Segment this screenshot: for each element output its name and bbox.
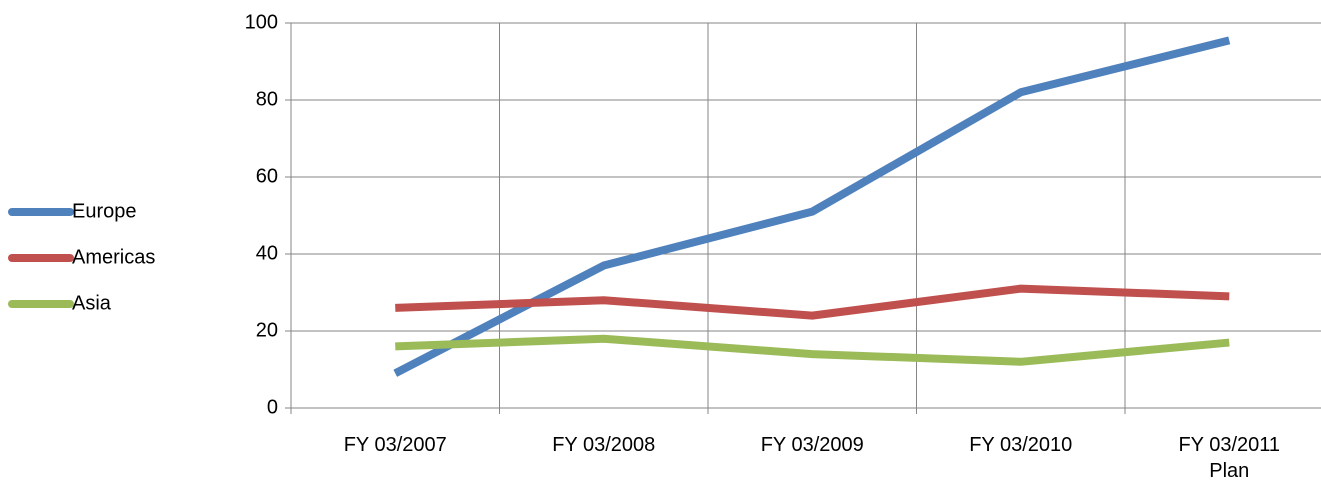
x-tick-label: FY 03/2011 Plan [1178, 434, 1281, 482]
x-tick-label: FY 03/2007 [343, 434, 447, 456]
legend-label: Europe [72, 200, 137, 222]
y-tick-label: 0 [267, 396, 278, 418]
y-tick-label: 40 [256, 242, 278, 264]
legend-label: Asia [72, 292, 112, 314]
x-tick-label: FY 03/2010 [969, 434, 1073, 456]
series-line [395, 284, 1230, 320]
y-tick-label: 60 [256, 165, 278, 187]
legend-label: Americas [72, 246, 155, 268]
x-tick-label: FY 03/2009 [760, 434, 864, 456]
y-tick-label: 80 [256, 88, 278, 110]
x-tick-label: FY 03/2008 [552, 434, 656, 456]
series-line [393, 36, 1231, 377]
y-tick-label: 20 [256, 319, 278, 341]
series-line [395, 334, 1230, 366]
y-tick-label: 100 [245, 11, 278, 33]
